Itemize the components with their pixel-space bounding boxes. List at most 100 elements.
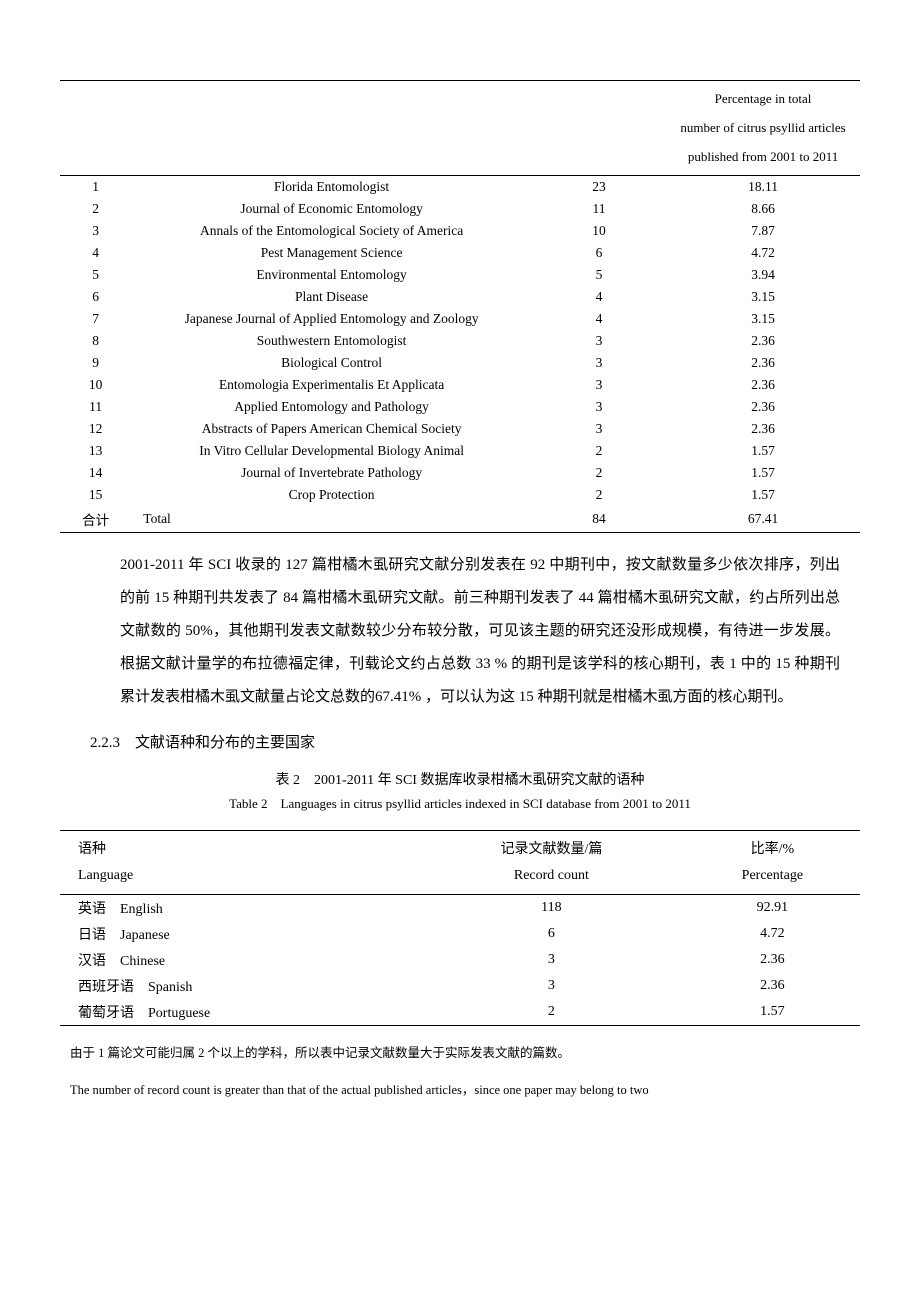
table-row: 12Abstracts of Papers American Chemical … — [60, 418, 860, 440]
cell-percent: 3.15 — [666, 286, 860, 308]
cell-rank: 8 — [60, 330, 131, 352]
table-row: 6Plant Disease43.15 — [60, 286, 860, 308]
cell-count: 3 — [532, 330, 666, 352]
header-record-count: 记录文献数量/篇 Record count — [418, 831, 685, 894]
table-row: 汉语 Chinese32.36 — [60, 947, 860, 973]
cell-count: 4 — [532, 308, 666, 330]
body-paragraph: 2001-2011 年 SCI 收录的 127 篇柑橘木虱研究文献分别发表在 9… — [120, 549, 840, 714]
cell-count: 2 — [532, 484, 666, 506]
cell-language: 葡萄牙语 Portuguese — [60, 999, 418, 1026]
cell-journal: Entomologia Experimentalis Et Applicata — [131, 374, 532, 396]
table-row: 14Journal of Invertebrate Pathology21.57 — [60, 462, 860, 484]
table-row: 11Applied Entomology and Pathology32.36 — [60, 396, 860, 418]
cell-percent: 2.36 — [666, 374, 860, 396]
cell-count: 3 — [532, 418, 666, 440]
cell-rank: 14 — [60, 462, 131, 484]
table-row: 4Pest Management Science64.72 — [60, 242, 860, 264]
cell-count: 2 — [532, 462, 666, 484]
cell-rank: 5 — [60, 264, 131, 286]
cell-percent: 1.57 — [685, 999, 860, 1026]
cell-journal: Plant Disease — [131, 286, 532, 308]
cell-rank: 7 — [60, 308, 131, 330]
cell-count: 3 — [418, 973, 685, 999]
cell-percent: 92.91 — [685, 894, 860, 921]
cell-rank: 2 — [60, 198, 131, 220]
table2-caption-en: Table 2 Languages in citrus psyllid arti… — [60, 793, 860, 812]
cell-count: 2 — [418, 999, 685, 1026]
table-row: 9Biological Control32.36 — [60, 352, 860, 374]
table2-caption-cn: 表 2 2001-2011 年 SCI 数据库收录柑橘木虱研究文献的语种 — [60, 769, 860, 789]
cell-percent: 2.36 — [666, 330, 860, 352]
header-lang-en: Language — [78, 863, 410, 888]
cell-count: 2 — [532, 440, 666, 462]
header-rec-cn: 记录文献数量/篇 — [426, 837, 677, 862]
cell-percent: 4.72 — [666, 242, 860, 264]
header-count — [532, 81, 666, 176]
cell-journal: Florida Entomologist — [131, 176, 532, 199]
table-row: 15Crop Protection21.57 — [60, 484, 860, 506]
cell-rank: 1 — [60, 176, 131, 199]
header-note-2: number of citrus psyllid articles — [674, 114, 852, 143]
cell-rank: 4 — [60, 242, 131, 264]
cell-rank: 6 — [60, 286, 131, 308]
cell-language: 日语 Japanese — [60, 921, 418, 947]
table-row: 13In Vitro Cellular Developmental Biolog… — [60, 440, 860, 462]
header-percentage: 比率/% Percentage — [685, 831, 860, 894]
total-rank: 合计 — [60, 506, 131, 533]
cell-percent: 18.11 — [666, 176, 860, 199]
cell-percent: 1.57 — [666, 484, 860, 506]
header-pct-cn: 比率/% — [693, 837, 852, 862]
table-row: 5Environmental Entomology53.94 — [60, 264, 860, 286]
header-note-3: published from 2001 to 2011 — [674, 143, 852, 172]
footnote-en: The number of record count is greater th… — [70, 1077, 850, 1105]
cell-count: 6 — [532, 242, 666, 264]
total-count: 84 — [532, 506, 666, 533]
cell-percent: 7.87 — [666, 220, 860, 242]
total-percent: 67.41 — [666, 506, 860, 533]
cell-count: 3 — [418, 947, 685, 973]
header-rec-en: Record count — [426, 863, 677, 888]
table-languages: 语种 Language 记录文献数量/篇 Record count 比率/% P… — [60, 830, 860, 1025]
cell-count: 4 — [532, 286, 666, 308]
table2-header-row: 语种 Language 记录文献数量/篇 Record count 比率/% P… — [60, 831, 860, 894]
cell-journal: Journal of Economic Entomology — [131, 198, 532, 220]
table-row: 2Journal of Economic Entomology118.66 — [60, 198, 860, 220]
cell-language: 西班牙语 Spanish — [60, 973, 418, 999]
cell-journal: Journal of Invertebrate Pathology — [131, 462, 532, 484]
cell-percent: 2.36 — [685, 973, 860, 999]
table-row: 10Entomologia Experimentalis Et Applicat… — [60, 374, 860, 396]
header-journal — [131, 81, 532, 176]
cell-journal: Biological Control — [131, 352, 532, 374]
cell-count: 10 — [532, 220, 666, 242]
cell-percent: 2.36 — [666, 418, 860, 440]
cell-rank: 13 — [60, 440, 131, 462]
header-language: 语种 Language — [60, 831, 418, 894]
cell-count: 23 — [532, 176, 666, 199]
cell-percent: 1.57 — [666, 440, 860, 462]
cell-percent: 2.36 — [666, 352, 860, 374]
cell-rank: 15 — [60, 484, 131, 506]
cell-rank: 11 — [60, 396, 131, 418]
cell-percent: 8.66 — [666, 198, 860, 220]
cell-journal: Pest Management Science — [131, 242, 532, 264]
cell-count: 3 — [532, 352, 666, 374]
cell-percent: 2.36 — [685, 947, 860, 973]
cell-language: 汉语 Chinese — [60, 947, 418, 973]
cell-percent: 3.94 — [666, 264, 860, 286]
cell-percent: 1.57 — [666, 462, 860, 484]
table-row: 7Japanese Journal of Applied Entomology … — [60, 308, 860, 330]
cell-journal: Japanese Journal of Applied Entomology a… — [131, 308, 532, 330]
cell-percent: 2.36 — [666, 396, 860, 418]
total-label: Total — [131, 506, 532, 533]
cell-count: 3 — [532, 374, 666, 396]
header-lang-cn: 语种 — [78, 837, 410, 862]
cell-percent: 3.15 — [666, 308, 860, 330]
cell-count: 11 — [532, 198, 666, 220]
table-row: 1Florida Entomologist2318.11 — [60, 176, 860, 199]
cell-count: 5 — [532, 264, 666, 286]
cell-journal: In Vitro Cellular Developmental Biology … — [131, 440, 532, 462]
cell-rank: 3 — [60, 220, 131, 242]
table-journals: Percentage in total number of citrus psy… — [60, 80, 860, 533]
cell-count: 3 — [532, 396, 666, 418]
cell-percent: 4.72 — [685, 921, 860, 947]
